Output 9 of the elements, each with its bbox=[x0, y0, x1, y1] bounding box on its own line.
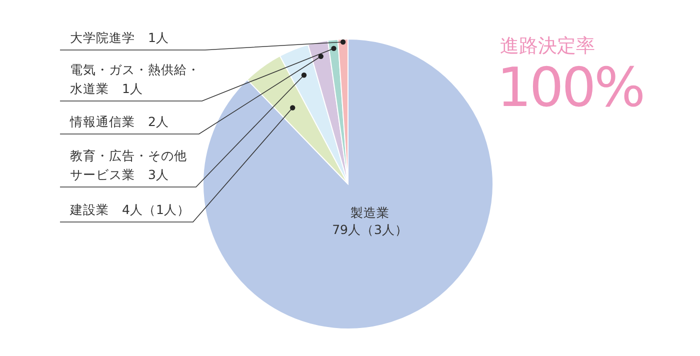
slice-label: 情報通信業 2人 bbox=[69, 114, 169, 129]
text: 進路決定率 bbox=[500, 35, 595, 57]
slice-label: 教育・広告・その他サービス業 3人 bbox=[70, 148, 187, 182]
slice-label: 大学院進学 1人 bbox=[70, 30, 169, 45]
slice-label: 建設業 4人（1人） bbox=[69, 202, 190, 217]
slice-label: 製造業 bbox=[350, 205, 390, 220]
text: 100% bbox=[497, 56, 644, 119]
data-label: 79人（3人） bbox=[332, 222, 408, 237]
slice-label: 電気・ガス・熱供給・水道業 1人 bbox=[70, 62, 200, 96]
